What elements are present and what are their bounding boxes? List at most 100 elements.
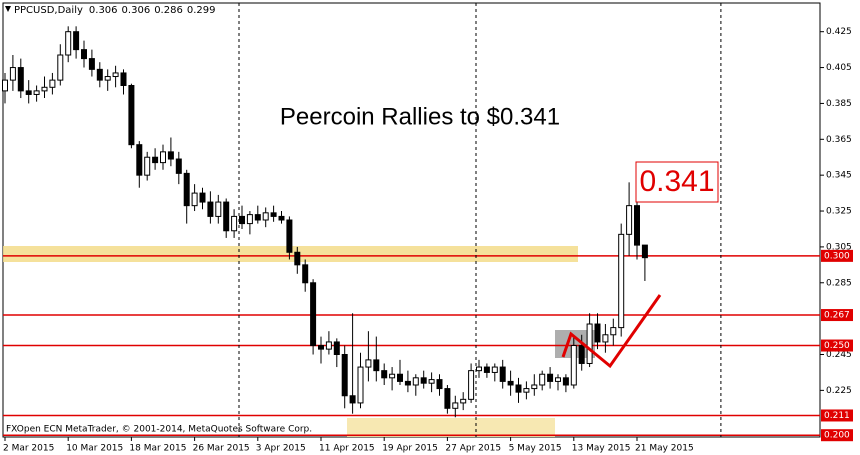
x-tick-label: 21 May 2015 [635, 444, 694, 454]
candle-body [483, 366, 490, 373]
candle-body [81, 49, 87, 60]
candle-body [183, 172, 190, 207]
candle-body [96, 68, 103, 81]
candle-body [215, 201, 222, 217]
candle-body [562, 377, 569, 386]
candle-body [444, 388, 451, 409]
candle-body [515, 384, 522, 393]
candle-body [578, 345, 585, 364]
candle-body [539, 373, 546, 386]
x-tick-label: 27 Apr 2015 [445, 444, 501, 454]
annotation: 0.341 [639, 165, 714, 198]
candle-body [318, 345, 324, 350]
candle-body [17, 67, 24, 92]
candle-body [404, 380, 411, 386]
candle-body [57, 54, 64, 81]
candle-body [207, 201, 214, 217]
candle-body [310, 282, 317, 347]
candle-body [65, 31, 72, 56]
candle-body [112, 72, 119, 78]
candle-body [246, 214, 253, 225]
candles [2, 26, 648, 418]
candle-body [428, 379, 435, 384]
y-tick-label: 0.325 [826, 207, 852, 217]
candle-body [523, 388, 530, 393]
candle-body [223, 201, 230, 232]
candle-body [270, 212, 277, 217]
candle-body [41, 86, 48, 92]
header: PPCUSD,Daily 0.306 0.306 0.286 0.299 [14, 5, 215, 16]
ohlc-low: 0.286 [154, 5, 183, 16]
candle-body [452, 402, 459, 409]
level-label: 0.250 [824, 341, 850, 351]
candle-body [610, 327, 617, 336]
x-tick-label: 5 May 2015 [509, 444, 562, 454]
level-label: 0.211 [824, 411, 850, 421]
support-zone [347, 418, 555, 437]
level-label-box [821, 429, 853, 442]
candle-body [507, 380, 514, 386]
resistance-zone [3, 246, 578, 262]
ohlc-close: 0.299 [187, 5, 216, 16]
x-tick-label: 10 Mar 2015 [66, 444, 123, 454]
x-tick-label: 26 Mar 2015 [193, 444, 250, 454]
candle-body [286, 219, 293, 253]
candle-body [254, 214, 261, 221]
candle-body [618, 233, 625, 329]
trend-zigzag [561, 294, 662, 369]
level-label-box [821, 409, 853, 422]
candle-body [460, 398, 467, 404]
x-tick-label: 11 Apr 2015 [319, 444, 375, 454]
level-label: 0.267 [824, 311, 850, 321]
candle-body [594, 323, 601, 343]
candle-body [436, 379, 443, 390]
candle-body [412, 377, 419, 386]
level-label-box [821, 249, 853, 262]
candle-body [175, 158, 182, 174]
candle-body [602, 334, 609, 343]
candle-body [641, 244, 648, 259]
candle-body [381, 370, 388, 379]
candle-body [25, 90, 32, 95]
candle-body [152, 156, 159, 164]
candle-body [420, 377, 427, 384]
candle-body [499, 366, 506, 382]
candle-body [634, 205, 640, 246]
candle-body [104, 76, 111, 81]
candle-body [389, 373, 396, 379]
y-tick-label: 0.245 [826, 350, 852, 360]
candle-body [333, 341, 340, 356]
candle-body [136, 144, 143, 176]
annotation-box [635, 161, 719, 203]
candle-body [468, 370, 475, 400]
plot-frame [2, 2, 821, 438]
candle-body [531, 384, 538, 390]
candle-body [199, 192, 206, 203]
candle-body [476, 366, 482, 372]
candle-body [397, 373, 403, 382]
candle-body [570, 345, 577, 386]
level-label-box [821, 339, 853, 352]
ohlc-high: 0.306 [122, 5, 151, 16]
candle-body [128, 84, 135, 146]
symbol: PPCUSD,Daily [14, 5, 83, 16]
zones [3, 246, 595, 437]
candle-body [191, 192, 198, 207]
candle-body [167, 151, 174, 160]
candle-body [33, 90, 40, 95]
candle-body [88, 58, 95, 70]
y-tick-label: 0.385 [826, 99, 852, 109]
candle-body [586, 323, 593, 364]
level-label: 0.300 [824, 251, 850, 261]
y-tick-label: 0.365 [826, 135, 852, 145]
candle-body [278, 215, 285, 221]
y-tick-label: 0.305 [826, 242, 852, 252]
candle-body [365, 359, 372, 368]
candle-body [491, 366, 498, 373]
candle-body [626, 205, 633, 235]
candle-body [555, 377, 561, 382]
y-tick-label: 0.345 [826, 171, 852, 181]
x-tick-label: 13 May 2015 [572, 444, 631, 454]
levels [3, 255, 820, 436]
